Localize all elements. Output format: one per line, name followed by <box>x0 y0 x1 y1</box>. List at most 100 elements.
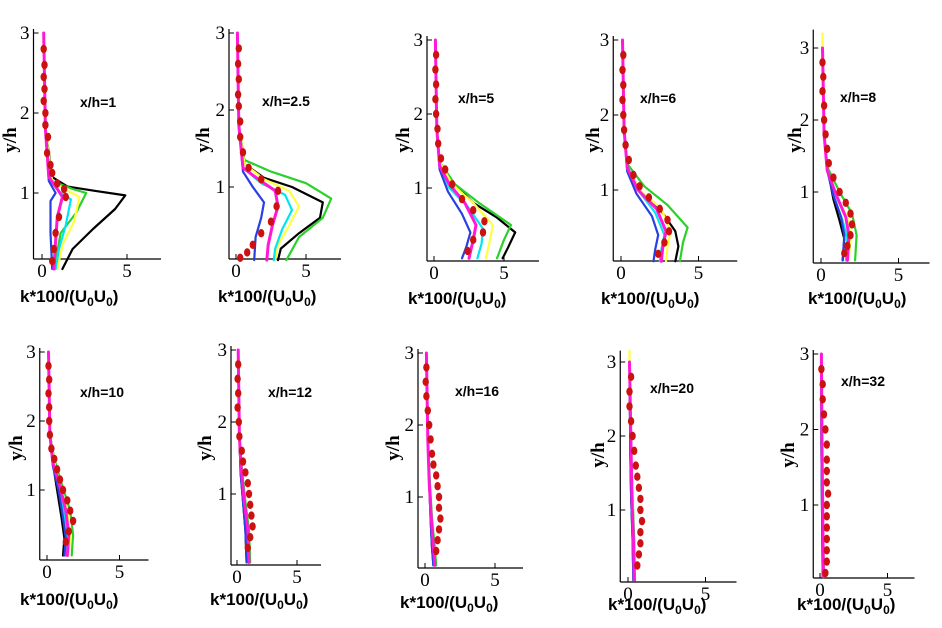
experimental-point <box>619 95 626 105</box>
experimental-point <box>635 483 643 492</box>
experimental-point <box>245 163 252 172</box>
experimental-point <box>247 533 254 542</box>
experimental-point <box>234 403 241 412</box>
panel-title: x/h=6 <box>640 90 676 106</box>
y-axis-label: y/h <box>195 435 216 461</box>
experimental-point <box>424 406 431 415</box>
experimental-point <box>237 117 244 126</box>
y-tick-label: 1 <box>216 177 226 198</box>
y-tick-label: 3 <box>216 23 226 44</box>
panel-title: x/h=32 <box>841 373 885 389</box>
plot-panel: 1 2 3 0 5 y/h k*100/(U0U0) x/h=6 <box>583 30 738 311</box>
experimental-point <box>56 475 64 484</box>
x-tick-label: 0 <box>231 261 241 282</box>
experimental-point <box>244 479 251 488</box>
experimental-point <box>434 482 441 491</box>
experimental-point <box>629 431 636 441</box>
experimental-point <box>432 95 439 104</box>
experimental-point <box>664 215 671 225</box>
experimental-point <box>823 534 830 544</box>
experimental-point <box>620 110 627 120</box>
experimental-point <box>824 144 831 153</box>
series-line-blue <box>621 38 660 263</box>
plot-panel: 1 2 3 0 5 y/h k*100/(U0U0) x/h=5 <box>393 30 539 311</box>
experimental-point <box>820 410 828 419</box>
experimental-point <box>50 244 58 254</box>
panel-title: x/h=1 <box>80 94 116 110</box>
experimental-point <box>435 503 443 512</box>
experimental-point <box>234 90 242 99</box>
series-line-green <box>434 38 513 260</box>
x-axis-label: k*100/(U0U0) <box>408 289 506 311</box>
experimental-point <box>69 516 77 526</box>
experimental-point <box>274 186 282 195</box>
experimental-point <box>665 227 673 236</box>
y-axis-label: y/h <box>393 127 414 153</box>
experimental-point <box>428 449 436 458</box>
x-axis-label: k*100/(U0U0) <box>218 287 316 309</box>
experimental-point <box>823 440 830 449</box>
experimental-point <box>238 446 245 455</box>
plot-panel: 1 2 3 0 5 y/h k*100/(U0U0) x/h=32 <box>778 344 915 617</box>
experimental-point <box>630 170 637 180</box>
y-tick-label: 3 <box>20 23 30 44</box>
experimental-point <box>620 125 628 135</box>
y-tick-label: 3 <box>414 30 424 51</box>
experimental-point <box>433 471 440 480</box>
x-tick-label: 0 <box>815 580 825 601</box>
y-tick-label: 1 <box>20 183 30 204</box>
x-tick-label: 5 <box>694 263 704 284</box>
y-axis-label: y/h <box>785 127 806 153</box>
y-tick-label: 3 <box>800 344 810 365</box>
experimental-point <box>42 120 49 130</box>
experimental-point <box>234 59 242 68</box>
experimental-point <box>656 204 663 213</box>
x-tick-label: 5 <box>490 570 500 591</box>
experimental-point <box>46 430 54 439</box>
experimental-point <box>481 217 488 226</box>
experimental-point <box>267 217 275 226</box>
x-tick-label: 5 <box>122 261 132 282</box>
experimental-point <box>52 228 59 238</box>
series-line-yellow <box>434 38 494 260</box>
experimental-point <box>458 194 466 204</box>
experimental-point <box>43 148 51 158</box>
y-tick-label: 3 <box>405 343 415 364</box>
experimental-point <box>626 402 633 411</box>
series-line-cyan <box>236 31 294 262</box>
experimental-point <box>822 425 829 434</box>
experimental-point <box>437 514 444 523</box>
experimental-point <box>258 229 265 238</box>
experimental-point <box>245 489 253 499</box>
experimental-point <box>244 248 251 257</box>
experimental-point <box>823 478 830 487</box>
experimental-point <box>818 364 825 374</box>
experimental-point <box>49 256 56 266</box>
y-tick-label: 2 <box>800 420 810 441</box>
experimental-point <box>634 561 641 570</box>
experimental-point <box>632 461 639 470</box>
y-axis-label: y/h <box>583 127 604 153</box>
experimental-point <box>823 523 830 532</box>
experimental-point <box>637 505 644 515</box>
x-tick-label: 5 <box>292 567 302 588</box>
x-tick-label: 0 <box>42 562 52 583</box>
experimental-point <box>42 108 49 118</box>
experimental-point <box>437 154 445 163</box>
experimental-point <box>41 84 48 94</box>
experimental-point <box>435 492 443 502</box>
experimental-point <box>823 455 830 464</box>
experimental-point <box>847 209 854 218</box>
series-line-magenta <box>236 348 251 564</box>
experimental-point <box>464 246 471 256</box>
experimental-point <box>427 435 434 444</box>
panel-title: x/h=10 <box>80 384 124 400</box>
experimental-point <box>40 44 47 54</box>
x-axis-label: k*100/(U0U0) <box>601 289 699 311</box>
x-axis-label: k*100/(U0U0) <box>797 595 895 617</box>
x-tick-label: 5 <box>301 261 311 282</box>
experimental-point <box>434 124 441 133</box>
y-tick-label: 2 <box>218 412 228 433</box>
experimental-point <box>625 155 632 165</box>
experimental-point <box>620 80 627 90</box>
